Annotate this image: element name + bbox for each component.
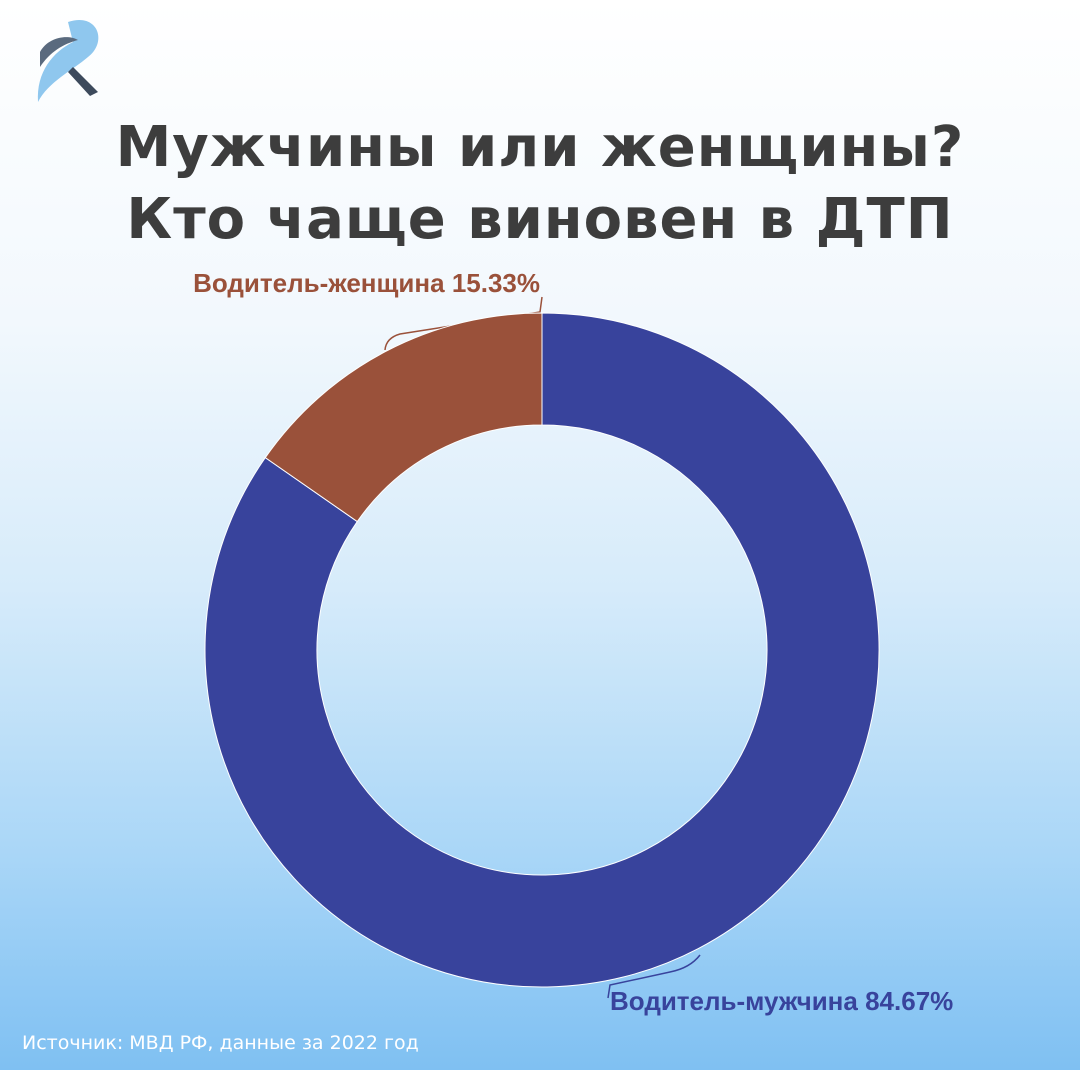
logo-ribbon <box>37 20 99 103</box>
logo-ribbon-tail <box>68 67 98 96</box>
label-connector <box>384 296 543 351</box>
chart-title: Мужчины или женщины? Кто чаще виновен в … <box>115 115 965 252</box>
logo-ribbon-dark <box>40 37 78 67</box>
data-label: Водитель-мужчина 84.67% <box>610 986 953 1016</box>
value-label: 84.67% <box>865 986 953 1016</box>
category-label: Водитель-мужчина <box>610 986 858 1016</box>
donut-segment <box>264 312 543 523</box>
donut-segment <box>204 312 880 988</box>
data-label: Водитель-женщина 15.33% <box>193 268 540 298</box>
source-note: Источник: МВД РФ, данные за 2022 год <box>22 1032 419 1054</box>
value-label: 15.33% <box>452 268 540 298</box>
logo <box>37 20 99 103</box>
label-connector <box>607 954 701 999</box>
category-label: Водитель-женщина <box>193 268 445 298</box>
